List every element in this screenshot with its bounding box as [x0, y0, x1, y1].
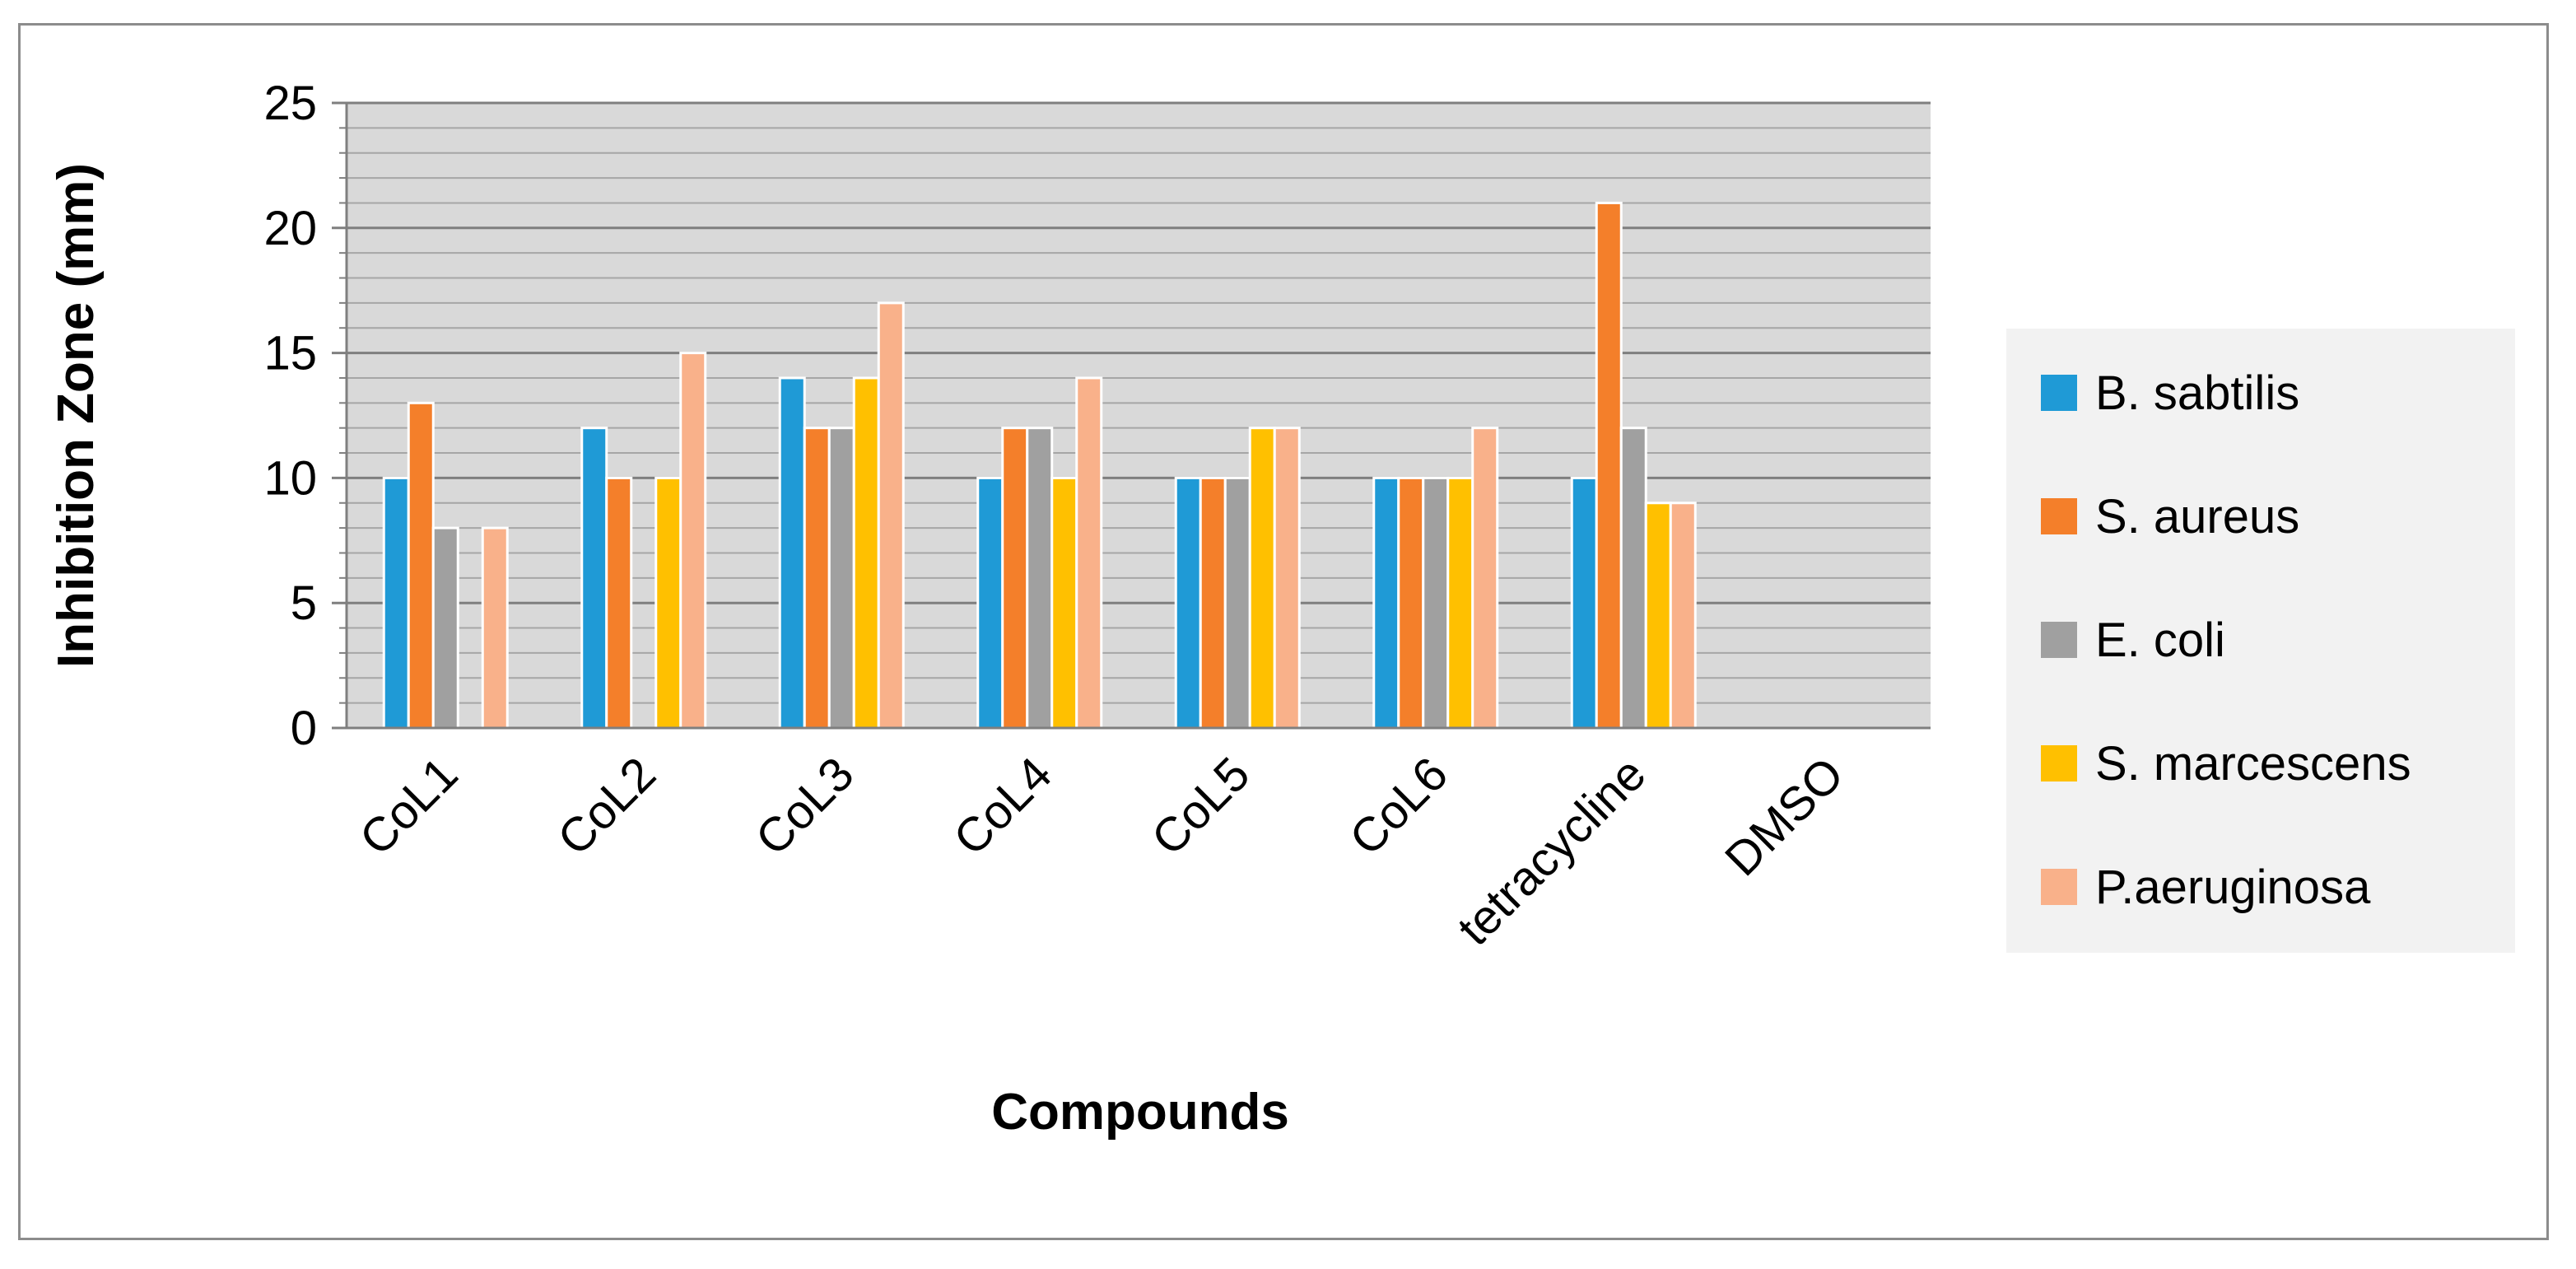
bar-col2-5: [679, 352, 707, 730]
bar-tetracycline-1: [1570, 476, 1598, 730]
bar-col1-2: [407, 401, 435, 730]
bar-col6-1: [1372, 476, 1400, 730]
x-axis-title: Compounds: [991, 1084, 1289, 1141]
bar-col4-1: [976, 476, 1004, 730]
y-tick-label: 25: [263, 77, 317, 130]
bar-col3-4: [852, 376, 880, 730]
bar-col4-4: [1050, 476, 1078, 730]
bar-col3-1: [778, 376, 806, 730]
bar-col3-3: [827, 427, 855, 730]
bar-tetracycline-3: [1619, 427, 1647, 730]
legend-swatch: [2041, 745, 2077, 781]
legend-background: [2006, 329, 2515, 953]
legend-label: P.aeruginosa: [2095, 861, 2371, 914]
legend-label: E. coli: [2095, 614, 2225, 667]
bar-tetracycline-4: [1644, 502, 1672, 730]
y-tick-labels: 0 5 10 15 20 25: [263, 77, 317, 755]
x-tick-label: tetracycline: [1447, 747, 1656, 955]
y-tick-label: 20: [263, 202, 317, 255]
bar-col5-5: [1273, 427, 1301, 730]
legend: B. sabtilis S. aureus E. coli S. marcescens…: [2006, 329, 2515, 953]
bar-tetracycline-5: [1669, 502, 1697, 730]
y-tick-label: 5: [291, 576, 317, 630]
bar-col3-5: [877, 301, 905, 730]
axes: [332, 101, 1931, 730]
bar-col6-4: [1446, 476, 1474, 730]
y-tick-label: 15: [263, 327, 317, 380]
bar-col6-5: [1471, 427, 1499, 730]
y-axis-title: Inhibition Zone (mm): [48, 163, 105, 668]
legend-swatch: [2041, 375, 2077, 411]
bar-col5-2: [1199, 476, 1227, 730]
bar-col5-4: [1248, 427, 1276, 730]
legend-swatch: [2041, 622, 2077, 658]
bar-col2-2: [605, 476, 633, 730]
chart-frame: 0 5 10 15 20 25 CoL1 CoL2 CoL3 CoL4 CoL5 CoL6 tetra…: [18, 23, 2549, 1240]
x-tick-label: CoL1: [349, 747, 468, 865]
y-tick-label: 0: [291, 702, 317, 755]
bar-tetracycline-2: [1595, 201, 1623, 730]
bar-col4-2: [1001, 427, 1029, 730]
x-tick-label: CoL2: [547, 747, 666, 865]
x-tick-label: DMSO: [1715, 747, 1854, 886]
bar-col3-2: [803, 427, 831, 730]
bar-col6-3: [1422, 476, 1450, 730]
x-tick-label: CoL3: [745, 747, 864, 865]
legend-swatch: [2041, 498, 2077, 534]
legend-swatch: [2041, 869, 2077, 905]
legend-label: S. aureus: [2095, 490, 2299, 544]
x-tick-label: CoL5: [1141, 747, 1260, 865]
bar-col4-3: [1026, 427, 1054, 730]
x-tick-label: CoL4: [943, 747, 1062, 865]
bar-col5-3: [1223, 476, 1251, 730]
bar-chart: 0 5 10 15 20 25 CoL1 CoL2 CoL3 CoL4 CoL5 CoL6tetra…: [48, 77, 2515, 1141]
legend-label: B. sabtilis: [2095, 366, 2299, 420]
legend-label: S. marcescens: [2095, 737, 2411, 791]
bar-col1-3: [431, 526, 459, 730]
x-tick-label: CoL6: [1339, 747, 1458, 865]
bar-col1-1: [382, 476, 410, 730]
y-tick-label: 10: [263, 451, 317, 505]
bar-col1-5: [481, 526, 509, 730]
bar-col5-1: [1174, 476, 1202, 730]
bar-col4-5: [1075, 376, 1103, 730]
bar-col2-4: [654, 476, 682, 730]
bar-col2-1: [580, 427, 608, 730]
bar-col6-2: [1397, 476, 1425, 730]
